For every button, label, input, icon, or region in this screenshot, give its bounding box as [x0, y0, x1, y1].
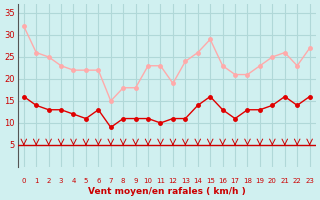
X-axis label: Vent moyen/en rafales ( km/h ): Vent moyen/en rafales ( km/h ) — [88, 187, 245, 196]
